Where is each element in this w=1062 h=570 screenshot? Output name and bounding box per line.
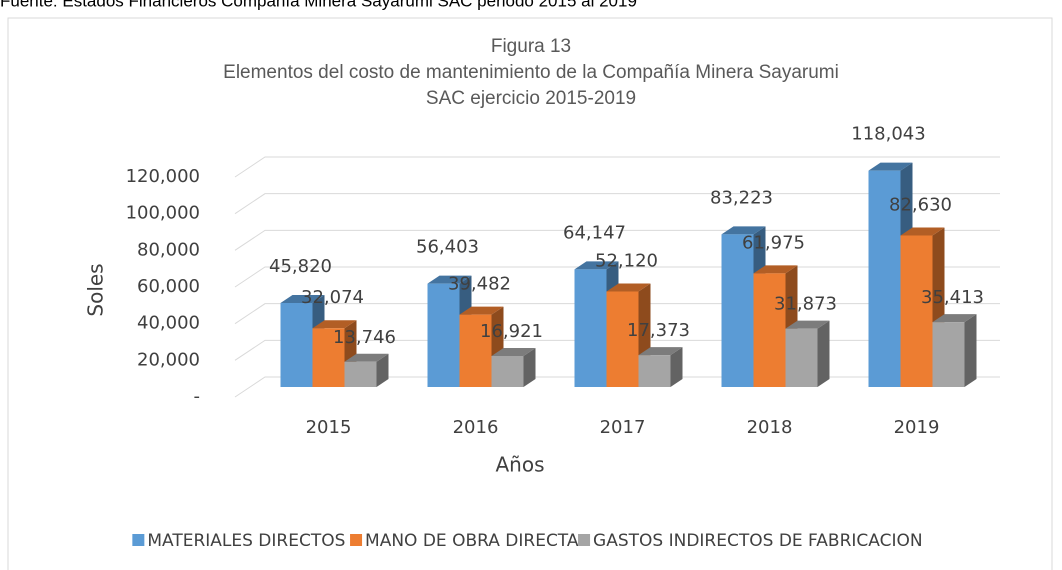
bar-face bbox=[606, 291, 639, 387]
x-tick-label: 2017 bbox=[600, 417, 646, 438]
bar-face bbox=[280, 302, 313, 387]
bar bbox=[638, 347, 683, 387]
data-label: 39,482 bbox=[448, 274, 511, 295]
data-label: 16,921 bbox=[480, 321, 543, 342]
y-tick-label: 100,000 bbox=[126, 203, 200, 224]
bar-face bbox=[574, 261, 619, 270]
x-tick-label: 2018 bbox=[747, 417, 793, 438]
data-label: 35,413 bbox=[921, 287, 984, 308]
legend-label: MATERIALES DIRECTOS bbox=[147, 531, 345, 551]
bar bbox=[280, 294, 325, 387]
bar bbox=[459, 306, 504, 387]
y-tick-label: 40,000 bbox=[137, 313, 200, 334]
y-axis-label: Soles bbox=[84, 263, 108, 316]
bar-face bbox=[932, 314, 977, 323]
data-label: 32,074 bbox=[301, 287, 364, 308]
bar bbox=[785, 320, 830, 387]
data-label: 56,403 bbox=[416, 237, 479, 258]
bar-face bbox=[376, 353, 389, 387]
bar-face bbox=[785, 328, 818, 387]
x-tick-label: 2019 bbox=[894, 417, 940, 438]
data-label: 31,873 bbox=[774, 294, 837, 315]
chart-title: SAC ejercicio 2015-2019 bbox=[426, 88, 636, 109]
bar-face bbox=[638, 355, 671, 387]
y-tick-label: - bbox=[194, 386, 201, 407]
chart-title: Elementos del costo de mantenimiento de … bbox=[223, 62, 839, 83]
bar-face bbox=[868, 162, 913, 171]
bar-face bbox=[459, 314, 492, 387]
bar-face bbox=[721, 226, 766, 235]
data-label: 118,043 bbox=[851, 124, 925, 145]
legend-swatch bbox=[350, 534, 363, 546]
bar-face bbox=[312, 320, 357, 329]
y-tick-label: 120,000 bbox=[126, 166, 200, 187]
legend-swatch bbox=[132, 534, 145, 546]
data-label: 61,975 bbox=[742, 232, 805, 253]
bar-face bbox=[900, 227, 945, 236]
legend-swatch bbox=[578, 534, 591, 546]
bar-face bbox=[574, 269, 607, 387]
bar-face bbox=[523, 347, 536, 387]
bar-face bbox=[606, 283, 651, 292]
x-tick-label: 2015 bbox=[306, 417, 352, 438]
bar-face bbox=[868, 170, 901, 387]
bar-face bbox=[753, 273, 786, 387]
data-label: 82,630 bbox=[889, 195, 952, 216]
y-tick-label: 60,000 bbox=[137, 276, 200, 297]
legend-label: MANO DE OBRA DIRECTA bbox=[365, 531, 579, 551]
bar-face bbox=[753, 265, 798, 274]
bar bbox=[932, 314, 977, 387]
chart-border bbox=[7, 17, 1053, 570]
source-note: Fuente: Estados Financieros Compañía Min… bbox=[0, 0, 637, 10]
legend-label: GASTOS INDIRECTOS DE FABRICACION bbox=[593, 531, 923, 551]
data-label: 64,147 bbox=[563, 222, 626, 243]
bar bbox=[344, 353, 389, 387]
bar-face bbox=[427, 275, 472, 284]
x-axis-label: Años bbox=[495, 453, 544, 477]
data-label: 52,120 bbox=[595, 250, 658, 271]
data-label: 45,820 bbox=[269, 256, 332, 277]
bar-face bbox=[817, 320, 830, 387]
bar-face bbox=[721, 234, 754, 387]
bar-face bbox=[344, 361, 377, 387]
bar-face bbox=[427, 283, 460, 387]
data-label: 17,373 bbox=[627, 320, 690, 341]
bar-face bbox=[932, 322, 965, 387]
bar-face bbox=[638, 347, 683, 356]
bar-face bbox=[785, 320, 830, 329]
bar bbox=[491, 347, 536, 387]
data-label: 83,223 bbox=[710, 187, 773, 208]
data-label: 13,746 bbox=[333, 327, 396, 348]
bar-face bbox=[491, 355, 524, 387]
bar-face bbox=[312, 328, 345, 387]
bar-face bbox=[280, 294, 325, 303]
bar-face bbox=[344, 353, 389, 362]
bar-face bbox=[491, 347, 536, 356]
bar-face bbox=[900, 235, 933, 387]
bar-face bbox=[459, 306, 504, 315]
y-tick-label: 80,000 bbox=[137, 239, 200, 260]
grid-line bbox=[234, 193, 1000, 215]
bar-face bbox=[670, 347, 683, 387]
x-tick-label: 2016 bbox=[453, 417, 499, 438]
y-tick-label: 20,000 bbox=[137, 349, 200, 370]
chart-title: Figura 13 bbox=[491, 36, 571, 57]
bar-face bbox=[964, 314, 977, 387]
grid-line bbox=[234, 156, 1000, 178]
